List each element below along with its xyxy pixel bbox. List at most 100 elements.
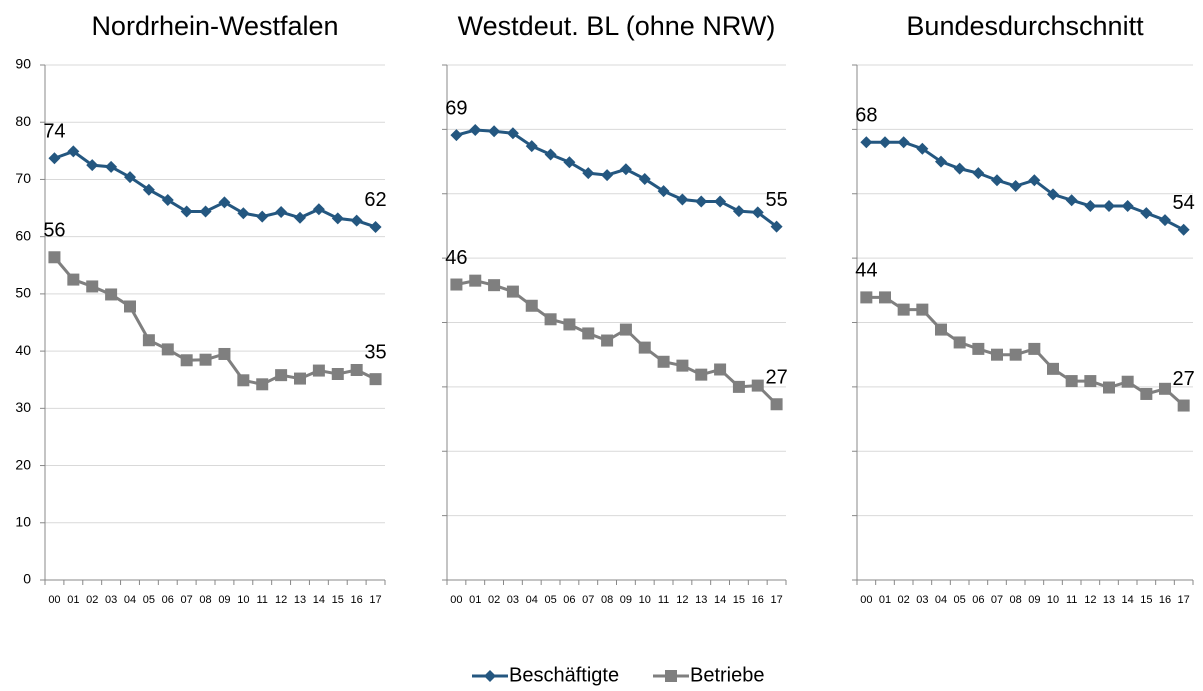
marker: [105, 288, 118, 301]
marker: [991, 174, 1003, 187]
x-tick-label: 04: [935, 594, 947, 606]
marker: [665, 670, 677, 682]
x-tick-label: 09: [1028, 594, 1040, 606]
x-tick-label: 16: [351, 594, 363, 606]
marker: [161, 343, 174, 356]
y-tick-label: 80: [15, 113, 31, 129]
marker: [48, 251, 61, 264]
marker: [469, 274, 482, 287]
marker: [86, 159, 99, 172]
data-label: 68: [855, 105, 877, 127]
x-tick-label: 09: [620, 594, 632, 606]
marker: [879, 136, 891, 149]
marker: [935, 155, 947, 168]
marker: [751, 379, 764, 392]
series-line: [53, 149, 377, 229]
y-tick-label: 70: [15, 170, 31, 186]
series-line: [456, 279, 778, 406]
marker: [1028, 174, 1041, 187]
marker: [619, 163, 632, 176]
series-line: [866, 295, 1185, 407]
x-tick-label: 01: [879, 594, 891, 606]
marker: [142, 183, 155, 196]
x-tick-label: 03: [105, 594, 117, 606]
marker: [1177, 223, 1190, 236]
y-tick-label: 90: [15, 56, 31, 72]
data-label: 27: [765, 367, 787, 389]
marker: [732, 380, 745, 393]
marker: [770, 398, 783, 411]
y-tick-label: 20: [15, 456, 31, 472]
marker: [124, 300, 136, 313]
x-tick-label: 09: [218, 594, 230, 606]
x-tick-label: 13: [1103, 594, 1115, 606]
marker: [506, 127, 519, 140]
x-tick-label: 01: [67, 594, 79, 606]
marker: [294, 211, 306, 224]
panel-title: Westdeut. BL (ohne NRW): [458, 11, 776, 41]
marker: [1065, 375, 1078, 388]
x-tick-label: 15: [733, 594, 745, 606]
x-tick-label: 08: [199, 594, 211, 606]
x-tick-label: 17: [369, 594, 381, 606]
x-tick-label: 00: [48, 594, 60, 606]
marker: [1084, 199, 1097, 212]
marker: [991, 348, 1003, 361]
data-label: 56: [43, 220, 65, 242]
marker: [1159, 382, 1171, 395]
marker: [695, 368, 708, 381]
marker: [897, 303, 910, 316]
marker: [525, 299, 538, 312]
y-tick-label: 50: [15, 285, 31, 301]
x-tick-label: 02: [86, 594, 98, 606]
data-label: 27: [1173, 368, 1195, 390]
marker: [312, 364, 325, 377]
series-line: [866, 140, 1185, 232]
series-line: [456, 128, 778, 228]
x-tick-label: 06: [563, 594, 575, 606]
data-label: 44: [855, 260, 877, 282]
marker: [1047, 362, 1059, 375]
marker: [469, 124, 482, 137]
marker: [1084, 375, 1097, 388]
x-tick-label: 03: [916, 594, 928, 606]
x-tick-label: 16: [1159, 594, 1171, 606]
marker: [450, 129, 463, 142]
marker: [638, 172, 651, 185]
marker: [67, 273, 80, 286]
x-tick-label: 10: [237, 594, 249, 606]
marker: [879, 291, 891, 304]
y-tick-label: 30: [15, 399, 31, 415]
marker: [638, 341, 651, 354]
marker: [1028, 342, 1041, 355]
marker: [1009, 180, 1022, 193]
data-label: 62: [364, 189, 386, 211]
x-tick-label: 15: [332, 594, 344, 606]
x-tick-label: 02: [488, 594, 500, 606]
y-tick-label: 0: [23, 571, 31, 587]
x-tick-label: 00: [450, 594, 462, 606]
marker: [350, 363, 363, 376]
marker: [350, 214, 363, 227]
x-tick-label: 12: [1084, 594, 1096, 606]
x-tick-label: 16: [752, 594, 764, 606]
y-tick-label: 40: [15, 342, 31, 358]
x-tick-label: 17: [1178, 594, 1190, 606]
x-tick-label: 03: [507, 594, 519, 606]
data-label: 46: [445, 247, 467, 269]
marker: [67, 145, 80, 158]
marker: [1121, 199, 1134, 212]
marker: [732, 205, 745, 218]
marker: [1009, 348, 1022, 361]
marker: [714, 363, 727, 376]
x-tick-label: 10: [1047, 594, 1059, 606]
x-tick-label: 15: [1140, 594, 1152, 606]
x-tick-label: 05: [544, 594, 556, 606]
x-tick-label: 12: [275, 594, 287, 606]
marker: [1047, 188, 1059, 201]
y-tick-label: 60: [15, 227, 31, 243]
x-tick-label: 06: [162, 594, 174, 606]
marker: [582, 327, 595, 340]
marker: [601, 169, 614, 182]
